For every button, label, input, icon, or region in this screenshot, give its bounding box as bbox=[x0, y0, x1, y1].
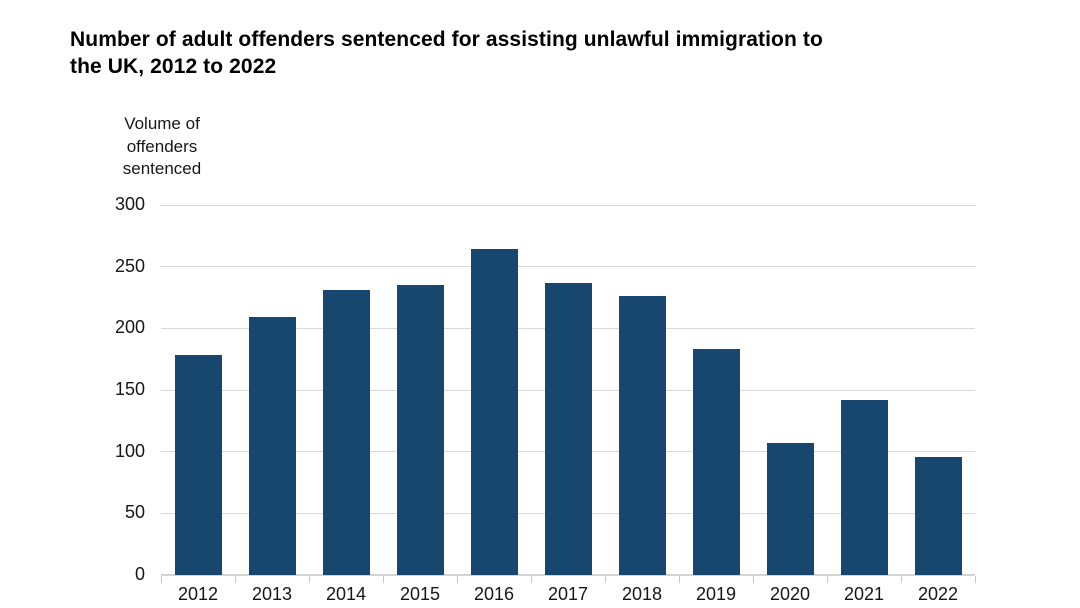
bar-2015 bbox=[396, 285, 444, 575]
gridline-300 bbox=[161, 204, 975, 206]
y-tick-label-150: 150 bbox=[114, 379, 145, 399]
y-axis-title: Volume of offenders sentenced bbox=[122, 114, 202, 179]
x-axis-tick bbox=[974, 576, 976, 583]
bar-2021 bbox=[840, 399, 888, 575]
x-tick-label-2019: 2019 bbox=[695, 584, 737, 604]
x-axis-tick bbox=[456, 576, 458, 583]
bar-2017 bbox=[544, 282, 592, 575]
bar-2020 bbox=[766, 443, 814, 575]
x-tick-label-2022: 2022 bbox=[917, 584, 959, 604]
bar-2013 bbox=[248, 317, 296, 575]
x-tick-label-2021: 2021 bbox=[843, 584, 885, 604]
x-axis-tick bbox=[678, 576, 680, 583]
y-tick-label-100: 100 bbox=[114, 440, 145, 461]
x-tick-label-2012: 2012 bbox=[177, 584, 219, 604]
x-tick-label-2018: 2018 bbox=[621, 584, 663, 604]
x-tick-label-2017: 2017 bbox=[547, 584, 589, 604]
x-axis-tick bbox=[604, 576, 606, 583]
x-tick-label-2014: 2014 bbox=[325, 584, 367, 604]
bar-2018 bbox=[618, 296, 666, 575]
plot-area bbox=[160, 204, 976, 583]
x-tick-label-2013: 2013 bbox=[251, 584, 293, 604]
x-axis-tick bbox=[160, 576, 162, 583]
x-axis-tick bbox=[308, 576, 310, 583]
x-axis-tick bbox=[382, 576, 384, 583]
x-tick-label-2020: 2020 bbox=[769, 584, 811, 604]
y-tick-label-0: 0 bbox=[134, 564, 145, 584]
x-axis-tick bbox=[752, 576, 754, 583]
y-tick-label-200: 200 bbox=[114, 317, 145, 338]
x-axis-line bbox=[161, 574, 975, 576]
bar-2014 bbox=[322, 290, 370, 575]
bar-2019 bbox=[692, 349, 740, 575]
chart-title: Number of adult offenders sentenced for … bbox=[70, 28, 823, 78]
x-axis-tick bbox=[234, 576, 236, 583]
x-tick-label-2016: 2016 bbox=[473, 584, 515, 604]
x-axis-tick bbox=[900, 576, 902, 583]
y-tick-label-50: 50 bbox=[124, 502, 145, 523]
bar-2022 bbox=[914, 456, 962, 575]
y-tick-label-250: 250 bbox=[114, 255, 145, 276]
bar-2012 bbox=[174, 355, 222, 575]
x-tick-label-2015: 2015 bbox=[399, 584, 441, 604]
y-tick-label-300: 300 bbox=[114, 194, 145, 214]
x-axis-tick bbox=[826, 576, 828, 583]
bar-2016 bbox=[470, 249, 518, 575]
x-axis-tick bbox=[530, 576, 532, 583]
gridline-250 bbox=[161, 266, 975, 268]
